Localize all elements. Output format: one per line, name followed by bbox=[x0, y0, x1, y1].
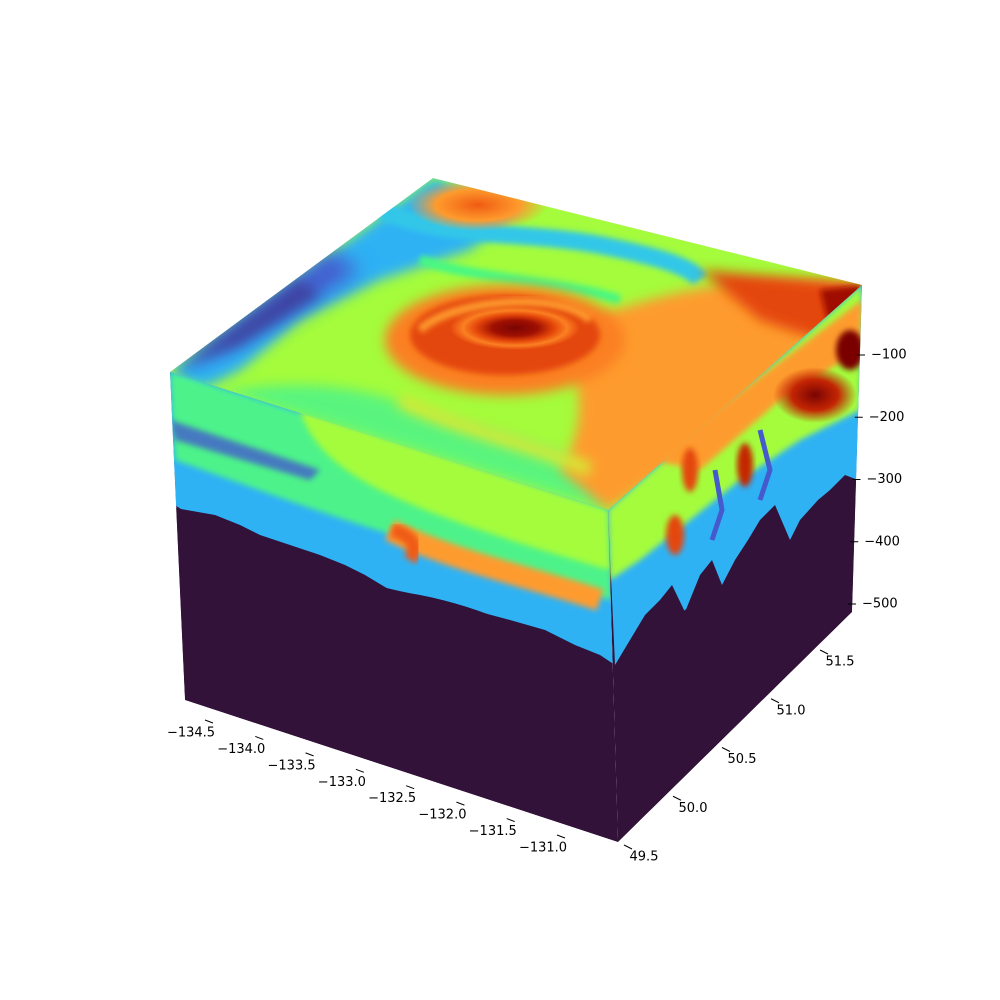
x-axis-tick-label: −133.5 bbox=[268, 758, 316, 773]
y-axis-tick-label: 51.0 bbox=[777, 703, 806, 718]
z-axis-tick-label: −100 bbox=[871, 348, 907, 363]
x-axis-tick bbox=[405, 785, 415, 790]
x-axis-tick bbox=[456, 801, 465, 806]
z-axis: −100 −200 −300 −400 −500 bbox=[848, 348, 907, 612]
z-axis-tick-label: −500 bbox=[862, 597, 898, 612]
y-axis-tick-label: 49.5 bbox=[630, 850, 659, 865]
y-axis-tick bbox=[623, 844, 633, 850]
x-axis-tick-label: −131.5 bbox=[469, 824, 517, 839]
y-axis-tick bbox=[770, 698, 780, 704]
y-axis-tick-label: 51.5 bbox=[826, 655, 855, 670]
y-axis-tick-label: 50.0 bbox=[679, 801, 708, 816]
y-axis-tick bbox=[819, 649, 829, 655]
x-axis-tick-label: −134.5 bbox=[167, 726, 215, 741]
z-axis-tick-label: −200 bbox=[869, 410, 905, 425]
x-axis-tick-label: −132.5 bbox=[368, 791, 416, 806]
x-axis-tick bbox=[305, 752, 314, 757]
y-axis: 49.5 50.0 50.5 51.0 51.5 bbox=[623, 649, 855, 865]
x-axis-tick-label: −133.0 bbox=[318, 775, 366, 790]
x-axis: −134.5−134.0−133.5−133.0−132.5−132.0−131… bbox=[167, 719, 567, 856]
x-axis-tick bbox=[355, 768, 365, 773]
x-axis-tick bbox=[556, 834, 566, 839]
x-axis-tick-label: −134.0 bbox=[217, 742, 265, 757]
x-axis-tick bbox=[255, 735, 264, 740]
x-axis-tick-label: −132.0 bbox=[418, 808, 466, 823]
x-axis-tick bbox=[506, 818, 515, 823]
x-axis-tick-label: −131.0 bbox=[519, 841, 567, 856]
right-face bbox=[608, 285, 862, 842]
z-axis-tick-label: −400 bbox=[864, 534, 900, 549]
front-face bbox=[170, 372, 618, 842]
y-axis-tick-label: 50.5 bbox=[728, 752, 757, 767]
z-axis-tick-label: −300 bbox=[867, 472, 903, 487]
y-axis-tick bbox=[721, 747, 731, 752]
x-axis-tick bbox=[204, 719, 214, 724]
y-axis-tick bbox=[672, 795, 682, 801]
